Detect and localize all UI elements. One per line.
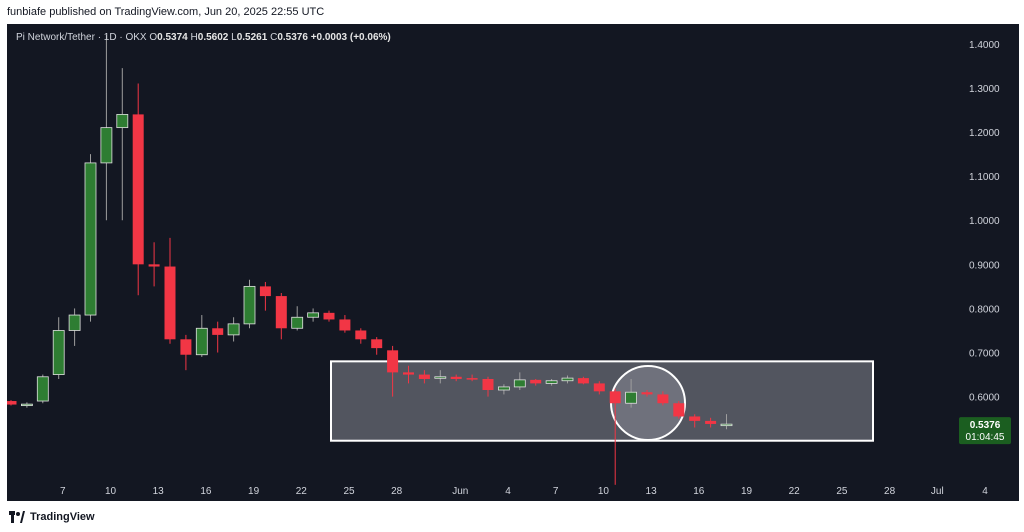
candle-body bbox=[625, 391, 637, 404]
open-label: O bbox=[149, 32, 157, 43]
candle-body bbox=[243, 285, 256, 325]
candle-body bbox=[705, 420, 717, 424]
countdown-label: 01:04:45 bbox=[966, 432, 1005, 443]
candle-body bbox=[641, 392, 653, 395]
x-tick-label: 25 bbox=[343, 486, 355, 497]
candle-body bbox=[148, 264, 160, 267]
x-tick-label: 22 bbox=[789, 486, 801, 497]
candle-body bbox=[482, 378, 494, 391]
y-tick-label: 0.7000 bbox=[969, 349, 1000, 360]
candle-body bbox=[259, 286, 271, 297]
candle-body bbox=[689, 416, 701, 421]
candle-body bbox=[403, 372, 414, 375]
x-tick-label: 13 bbox=[153, 486, 165, 497]
last-price-label: 0.5376 bbox=[970, 420, 1001, 431]
candle-body bbox=[371, 339, 383, 349]
candle-body bbox=[195, 327, 208, 356]
x-tick-label: 4 bbox=[982, 486, 988, 497]
x-tick-label: 10 bbox=[105, 486, 117, 497]
candle-body bbox=[497, 386, 510, 391]
x-tick-label: 7 bbox=[60, 486, 66, 497]
x-tick-label: 10 bbox=[598, 486, 610, 497]
candle-body bbox=[530, 379, 542, 384]
candle-body bbox=[673, 403, 685, 417]
chart-background bbox=[7, 24, 1019, 501]
x-tick-label: 4 bbox=[505, 486, 511, 497]
open-value: 0.5374 bbox=[157, 32, 190, 43]
candle-body bbox=[180, 339, 192, 355]
y-tick-label: 1.4000 bbox=[969, 40, 1000, 51]
x-tick-label: 16 bbox=[693, 486, 705, 497]
x-tick-label: 19 bbox=[248, 486, 260, 497]
y-tick-label: 1.2000 bbox=[969, 128, 1000, 139]
close-label: C bbox=[270, 32, 277, 43]
close-value: 0.5376 bbox=[277, 32, 310, 43]
header-bar: funbiafe published on TradingView.com, J… bbox=[0, 0, 1024, 24]
x-tick-label: 7 bbox=[553, 486, 559, 497]
x-tick-label: 25 bbox=[836, 486, 848, 497]
candle-body bbox=[212, 328, 224, 335]
highlight-circle bbox=[610, 365, 686, 442]
candle-body bbox=[577, 378, 589, 384]
change-value: +0.0003 (+0.06%) bbox=[311, 32, 391, 43]
candle-body bbox=[227, 323, 240, 336]
candle-body bbox=[84, 162, 97, 316]
candle-body bbox=[291, 316, 304, 329]
y-tick-label: 0.6000 bbox=[969, 393, 1000, 404]
low-label: L bbox=[231, 32, 237, 43]
y-tick-label: 1.1000 bbox=[969, 172, 1000, 183]
high-label: H bbox=[191, 32, 198, 43]
ohlc-legend: Pi Network/Tether · 1D · OKX O0.5374 H0.… bbox=[16, 32, 391, 43]
chart-title: Pi Network/Tether · 1D · OKX bbox=[16, 32, 149, 43]
y-tick-label: 1.3000 bbox=[969, 84, 1000, 95]
x-tick-label: 13 bbox=[646, 486, 658, 497]
footer-bar: TradingView bbox=[0, 504, 1024, 532]
candle-body bbox=[545, 380, 558, 384]
candle-body bbox=[609, 391, 621, 404]
candle-body bbox=[355, 330, 367, 340]
tradingview-logo-icon bbox=[9, 511, 25, 523]
candle-body bbox=[434, 376, 447, 379]
candle-body bbox=[561, 377, 574, 382]
candle-body bbox=[418, 374, 430, 379]
low-value: 0.5261 bbox=[237, 32, 270, 43]
candle-body bbox=[7, 401, 17, 405]
tradingview-brand[interactable]: TradingView bbox=[9, 511, 95, 523]
candle-body bbox=[100, 127, 113, 164]
publisher-text: funbiafe published on TradingView.com, J… bbox=[7, 6, 325, 18]
candlestick-chart[interactable]: 1.4000 1.3000 1.2000 1.1000 1.0000 0.9000 0.80… bbox=[7, 24, 1019, 501]
x-tick-label: 19 bbox=[741, 486, 753, 497]
candle-body bbox=[20, 403, 33, 407]
x-tick-label: 16 bbox=[200, 486, 212, 497]
candle-body bbox=[339, 319, 351, 331]
high-value: 0.5602 bbox=[198, 32, 231, 43]
chart-frame[interactable]: 1.4000 1.3000 1.2000 1.1000 1.0000 0.9000 0.80… bbox=[7, 24, 1019, 501]
candle-body bbox=[657, 394, 669, 404]
x-tick-label: 28 bbox=[391, 486, 403, 497]
x-tick-label: Jul bbox=[931, 486, 944, 497]
y-tick-label: 0.8000 bbox=[969, 304, 1000, 315]
candle-body bbox=[52, 330, 65, 375]
candle-body bbox=[307, 312, 320, 318]
y-tick-label: 0.9000 bbox=[969, 260, 1000, 271]
candle-body bbox=[450, 376, 462, 379]
candle-body bbox=[116, 114, 129, 129]
y-tick-label: 1.0000 bbox=[969, 216, 1000, 227]
candle-body bbox=[720, 423, 733, 427]
candle-body bbox=[466, 378, 478, 380]
candle-body bbox=[513, 379, 526, 388]
candle-body bbox=[164, 266, 176, 340]
candle-body bbox=[132, 114, 144, 265]
candle-body bbox=[387, 350, 399, 373]
x-tick-label: Jun bbox=[452, 486, 468, 497]
candle-body bbox=[275, 296, 287, 329]
candle-body bbox=[323, 312, 335, 320]
x-tick-label: 28 bbox=[884, 486, 896, 497]
last-price-tag bbox=[959, 417, 1011, 445]
brand-name: TradingView bbox=[30, 511, 95, 523]
candle-body bbox=[36, 376, 49, 402]
x-tick-label: 22 bbox=[296, 486, 308, 497]
candle-body bbox=[593, 383, 605, 392]
candle-body bbox=[68, 314, 81, 331]
